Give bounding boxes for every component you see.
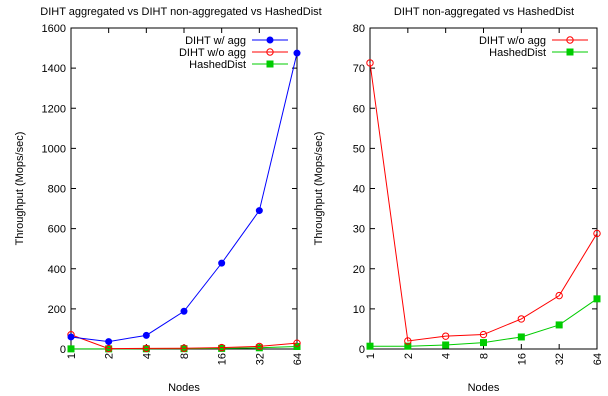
series-line-diht-w-o-agg — [70, 334, 298, 350]
y-tick-label: 10 — [353, 304, 365, 316]
chart-panel-2: DIHT non-aggregated vs HashedDist 0 10 20 30… — [313, 6, 604, 394]
data-point — [67, 333, 75, 341]
data-point — [480, 339, 487, 347]
y-tick-label: 30 — [353, 224, 365, 236]
y-tick-label: 20 — [353, 264, 365, 276]
y-tick-label: 60 — [353, 103, 365, 115]
data-point — [67, 345, 75, 353]
y-tick-label: 1400 — [42, 63, 66, 75]
data-point — [180, 344, 188, 352]
x-tick-label: 32 — [254, 353, 266, 365]
y-tick-label: 800 — [48, 184, 66, 196]
data-point — [366, 59, 374, 67]
data-point — [180, 307, 188, 315]
x-tick-label: 1 — [365, 353, 377, 359]
x-tick-label: 2 — [104, 353, 116, 359]
data-point — [517, 333, 525, 341]
x-tick-label: 16 — [217, 353, 229, 365]
x-tick-label: 4 — [441, 353, 453, 359]
legend-marker — [266, 60, 274, 68]
data-point — [555, 321, 563, 329]
chart-title: DIHT aggregated vs DIHT non-aggregated v… — [40, 6, 321, 18]
legend-marker — [566, 36, 574, 44]
chart-title: DIHT non-aggregated vs HashedDist — [394, 6, 574, 18]
data-point — [593, 229, 601, 238]
data-point — [593, 295, 601, 303]
data-point — [142, 344, 151, 353]
plot-frame — [369, 27, 598, 350]
x-tick-label: 64 — [592, 353, 604, 365]
legend-label: DIHT w/o agg — [479, 35, 546, 47]
legend-marker — [266, 36, 274, 44]
x-tick-label: 32 — [554, 353, 566, 365]
plot-frame — [70, 27, 298, 350]
y-tick-label: 0 — [359, 344, 365, 356]
x-axis-label: Nodes — [168, 382, 200, 394]
x-tick-label: 1 — [66, 353, 78, 359]
legend-label: DIHT w/ agg — [185, 35, 246, 47]
y-axis-label: Throughput (Mops/sec) — [313, 132, 325, 246]
data-point — [555, 291, 563, 300]
y-tick-label: 1000 — [42, 143, 66, 155]
x-tick-label: 8 — [179, 353, 191, 359]
data-point — [404, 337, 412, 345]
data-point — [366, 342, 374, 350]
data-point — [293, 49, 301, 57]
y-tick-label: 80 — [353, 23, 365, 35]
data-point — [404, 342, 412, 350]
data-point — [104, 344, 113, 353]
x-axis-label: Nodes — [468, 382, 500, 394]
y-tick-label: 50 — [353, 143, 365, 155]
data-point — [217, 343, 226, 352]
y-tick-label: 600 — [48, 224, 66, 236]
legend-marker — [566, 48, 574, 56]
data-point — [479, 330, 488, 339]
x-tick-label: 8 — [479, 353, 491, 359]
series-line-diht-w-o-agg — [369, 62, 598, 342]
y-tick-label: 0 — [60, 344, 66, 356]
data-point — [517, 315, 526, 323]
data-point — [218, 259, 226, 267]
x-tick-label: 64 — [292, 353, 304, 365]
legend-label: HashedDist — [189, 59, 246, 71]
data-point — [142, 331, 150, 339]
x-tick-label: 16 — [516, 353, 528, 365]
legend-label: DIHT w/o agg — [179, 47, 246, 59]
data-point — [442, 341, 450, 349]
data-point — [255, 342, 264, 351]
y-tick-label: 70 — [353, 63, 365, 75]
legend-marker — [266, 48, 274, 56]
data-point — [255, 207, 263, 215]
y-tick-label: 1200 — [42, 103, 66, 115]
y-tick-label: 40 — [353, 184, 365, 196]
data-point — [293, 339, 301, 347]
data-point — [105, 338, 113, 346]
data-point — [441, 332, 450, 340]
series-line-diht-w-agg — [70, 52, 298, 343]
y-axis-label: Throughput (Mops/sec) — [14, 132, 26, 246]
y-tick-label: 1600 — [42, 23, 66, 35]
x-tick-label: 2 — [403, 353, 415, 359]
x-tick-label: 4 — [141, 353, 153, 359]
y-tick-label: 200 — [48, 304, 66, 316]
chart-panel-1: DIHT aggregated vs DIHT non-aggregated v… — [14, 6, 322, 394]
y-tick-label: 400 — [48, 264, 66, 276]
legend-label: HashedDist — [489, 47, 546, 59]
